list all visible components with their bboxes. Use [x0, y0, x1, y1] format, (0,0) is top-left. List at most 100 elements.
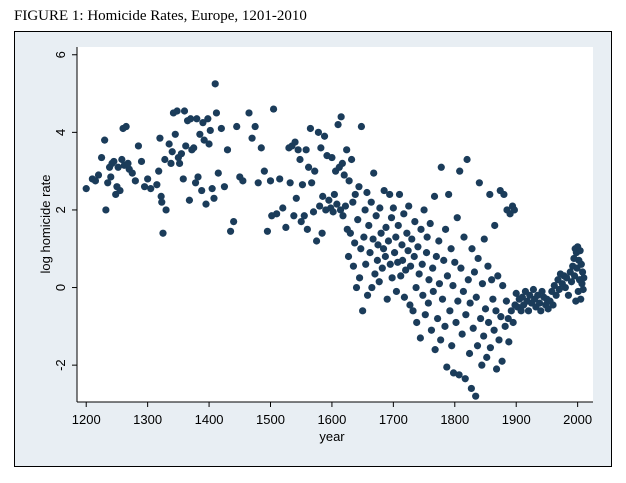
y-axis-title: log homicide rate — [38, 175, 53, 274]
data-point — [276, 175, 284, 183]
data-point — [206, 126, 214, 135]
data-point — [333, 200, 341, 208]
data-point — [550, 282, 558, 290]
data-point — [429, 264, 437, 272]
data-point — [369, 235, 377, 243]
data-point — [156, 134, 164, 142]
data-point — [171, 130, 179, 138]
data-point — [373, 256, 381, 264]
data-point — [435, 237, 443, 245]
data-point — [110, 157, 118, 166]
data-point — [473, 342, 482, 350]
data-point — [223, 146, 232, 154]
data-point — [371, 270, 379, 278]
data-point — [564, 291, 573, 299]
data-point — [159, 229, 167, 237]
data-point — [309, 208, 318, 216]
data-point — [334, 120, 342, 129]
data-point — [328, 153, 336, 162]
data-point — [403, 229, 411, 237]
data-point — [416, 334, 424, 342]
data-point — [296, 155, 304, 164]
data-point — [440, 256, 448, 264]
data-point — [346, 229, 354, 237]
data-point — [320, 132, 329, 140]
data-point — [441, 322, 449, 330]
data-point — [185, 196, 194, 204]
data-point — [437, 163, 445, 171]
data-point — [486, 344, 495, 352]
data-point — [339, 212, 347, 220]
data-point — [167, 159, 175, 167]
data-point — [230, 217, 238, 226]
data-point — [445, 190, 453, 199]
data-point — [345, 177, 353, 185]
data-point — [555, 285, 563, 294]
data-point — [510, 206, 518, 214]
data-point — [200, 136, 208, 144]
figure-frame — [14, 31, 612, 467]
data-point — [390, 249, 399, 257]
data-point — [449, 369, 458, 377]
data-point — [312, 237, 321, 245]
data-point — [306, 124, 315, 133]
data-point — [217, 124, 225, 133]
data-point — [452, 318, 460, 327]
data-point — [153, 181, 161, 189]
data-point — [344, 252, 353, 261]
data-point — [400, 293, 409, 301]
data-point — [433, 314, 442, 323]
data-point — [300, 212, 308, 220]
data-point — [504, 314, 512, 323]
data-point — [437, 336, 445, 344]
data-point — [360, 233, 368, 241]
data-point — [457, 264, 465, 272]
data-point — [431, 346, 439, 354]
data-point — [470, 268, 479, 276]
y-tick-label: -2 — [53, 359, 68, 371]
data-point — [438, 295, 447, 303]
x-tick-label: 2000 — [563, 412, 592, 427]
data-point — [196, 130, 204, 138]
data-point — [297, 217, 305, 226]
data-point — [214, 169, 222, 177]
data-point — [372, 212, 380, 220]
data-point — [355, 183, 363, 191]
data-point — [233, 122, 241, 131]
data-point — [488, 276, 496, 284]
data-point — [137, 157, 146, 166]
data-point — [245, 109, 253, 117]
data-point — [158, 198, 166, 206]
data-point — [443, 272, 452, 280]
data-point — [402, 266, 410, 274]
data-point — [102, 206, 110, 214]
data-point — [379, 245, 388, 253]
data-point — [198, 186, 206, 195]
data-point — [104, 179, 112, 187]
data-point — [263, 227, 272, 235]
data-point — [408, 235, 416, 243]
data-point — [292, 194, 300, 202]
data-point — [187, 115, 195, 123]
data-point — [365, 221, 373, 230]
data-point — [302, 146, 310, 154]
data-point — [382, 223, 390, 232]
data-point — [502, 297, 510, 305]
data-point — [368, 283, 376, 292]
data-point — [266, 177, 275, 185]
data-point — [500, 190, 508, 199]
data-point — [290, 212, 298, 220]
data-point — [107, 173, 115, 181]
data-point — [82, 185, 90, 193]
data-point — [124, 159, 132, 167]
plot-area — [77, 47, 593, 402]
data-point — [398, 256, 407, 264]
data-point — [505, 338, 513, 346]
data-point — [386, 190, 394, 199]
data-point — [443, 363, 451, 371]
data-point — [269, 105, 278, 113]
data-point — [386, 260, 394, 268]
data-point — [412, 283, 420, 292]
data-point — [370, 169, 378, 177]
data-point — [140, 183, 149, 191]
